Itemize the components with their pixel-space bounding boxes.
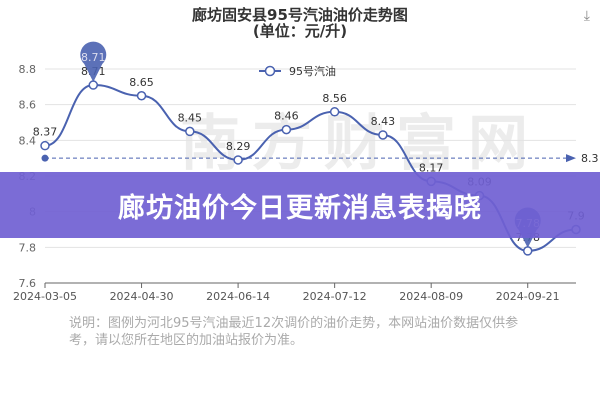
data-label: 8.17: [419, 161, 444, 174]
data-label: 8.56: [322, 92, 347, 105]
data-point: [136, 91, 147, 101]
legend-marker: [264, 65, 276, 77]
average-start-dot: [41, 154, 49, 162]
data-point: [40, 140, 50, 151]
average-arrow: [566, 154, 576, 163]
y-tick-label: 7.6: [19, 277, 37, 290]
headline-text: 廊坊油价今日更新消息表揭晓: [118, 192, 482, 224]
chart-note: 说明：图例为河北95号汽油最近12次调价的油价走势，本网站油价数据仅供参考，请以…: [69, 316, 519, 348]
data-point: [185, 126, 195, 137]
y-tick-label: 8.4: [19, 134, 37, 147]
max-pin-marker-label: 8.71: [81, 51, 106, 64]
data-point: [329, 107, 340, 117]
data-point: [378, 130, 388, 140]
y-tick-label: 7.8: [19, 241, 37, 254]
y-tick-label: 8.6: [19, 99, 37, 112]
data-point: [233, 155, 243, 165]
data-point: [88, 80, 99, 90]
data-label: 8.45: [178, 111, 203, 124]
data-point: [281, 124, 292, 135]
data-label: 8.37: [33, 126, 58, 139]
data-label: 8.46: [274, 110, 299, 123]
chart-title: 廊坊固安县95号汽油油价走势图: [192, 6, 408, 24]
average-label: 8.3: [581, 152, 599, 165]
headline-banner: 廊坊油价今日更新消息表揭晓: [0, 172, 600, 238]
x-tick-label: 2024-03-05: [13, 290, 77, 303]
x-tick-label: 2024-06-14: [206, 290, 270, 303]
x-tick-label: 2024-04-30: [110, 290, 174, 303]
data-point: [522, 246, 533, 256]
watermark: 南方财富网: [180, 109, 540, 179]
data-label: 8.43: [371, 115, 396, 128]
chart-subtitle: (单位：元/升): [252, 22, 348, 40]
data-label: 8.29: [226, 140, 251, 153]
max-pin-marker: [80, 41, 107, 83]
x-tick-label: 2024-09-21: [496, 290, 560, 303]
y-tick-label: 8.8: [19, 63, 37, 76]
x-tick-label: 2024-07-12: [303, 290, 367, 303]
download-icon[interactable]: ⤓: [583, 8, 590, 24]
data-label: 8.65: [129, 76, 154, 89]
legend-label: 95号汽油: [289, 64, 336, 78]
x-tick-label: 2024-08-09: [399, 290, 463, 303]
